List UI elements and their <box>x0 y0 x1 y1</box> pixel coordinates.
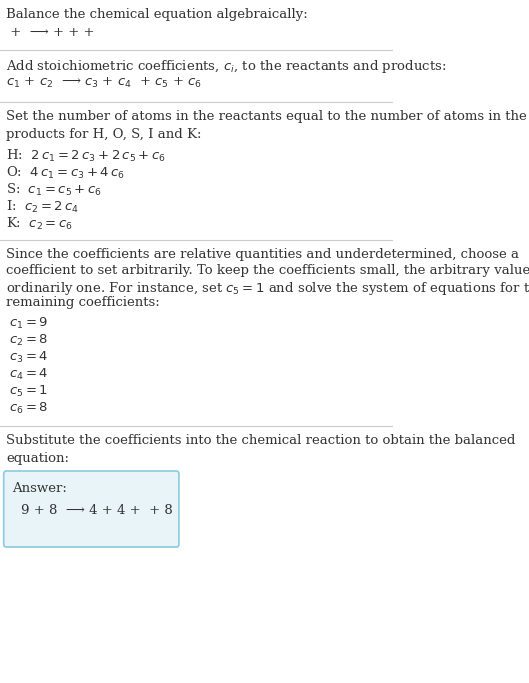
Text: Add stoichiometric coefficients, $c_i$, to the reactants and products:: Add stoichiometric coefficients, $c_i$, … <box>6 58 446 75</box>
Text: $c_2 = 8$: $c_2 = 8$ <box>9 333 48 348</box>
Text: $c_4 = 4$: $c_4 = 4$ <box>9 367 48 382</box>
Text: $c_5 = 1$: $c_5 = 1$ <box>9 384 48 399</box>
Text: $c_6 = 8$: $c_6 = 8$ <box>9 401 48 416</box>
Text: O:  $4\,c_1 = c_3 + 4\,c_6$: O: $4\,c_1 = c_3 + 4\,c_6$ <box>6 165 125 181</box>
Text: Balance the chemical equation algebraically:: Balance the chemical equation algebraica… <box>6 8 308 21</box>
Text: I:  $c_2 = 2\,c_4$: I: $c_2 = 2\,c_4$ <box>6 199 79 215</box>
Text: $c_1 = 9$: $c_1 = 9$ <box>9 316 48 331</box>
Text: S:  $c_1 = c_5 + c_6$: S: $c_1 = c_5 + c_6$ <box>6 182 102 198</box>
Text: 9 + 8  ⟶ 4 + 4 +  + 8: 9 + 8 ⟶ 4 + 4 + + 8 <box>21 504 172 517</box>
Text: remaining coefficients:: remaining coefficients: <box>6 296 160 309</box>
Text: K:  $c_2 = c_6$: K: $c_2 = c_6$ <box>6 216 73 232</box>
Text: coefficient to set arbitrarily. To keep the coefficients small, the arbitrary va: coefficient to set arbitrarily. To keep … <box>6 264 529 277</box>
Text: $c_3 = 4$: $c_3 = 4$ <box>9 350 48 365</box>
Text: H:  $2\,c_1 = 2\,c_3 + 2\,c_5 + c_6$: H: $2\,c_1 = 2\,c_3 + 2\,c_5 + c_6$ <box>6 148 166 164</box>
Text: Since the coefficients are relative quantities and underdetermined, choose a: Since the coefficients are relative quan… <box>6 248 519 261</box>
Text: $c_1$ + $c_2$  ⟶ $c_3$ + $c_4$  + $c_5$ + $c_6$: $c_1$ + $c_2$ ⟶ $c_3$ + $c_4$ + $c_5$ + … <box>6 76 202 90</box>
FancyBboxPatch shape <box>4 471 179 547</box>
Text: +  ⟶ + + +: + ⟶ + + + <box>6 26 99 39</box>
Text: Substitute the coefficients into the chemical reaction to obtain the balanced
eq: Substitute the coefficients into the che… <box>6 434 515 465</box>
Text: Set the number of atoms in the reactants equal to the number of atoms in the
pro: Set the number of atoms in the reactants… <box>6 110 527 141</box>
Text: ordinarily one. For instance, set $c_5 = 1$ and solve the system of equations fo: ordinarily one. For instance, set $c_5 =… <box>6 280 529 297</box>
Text: Answer:: Answer: <box>12 482 67 495</box>
